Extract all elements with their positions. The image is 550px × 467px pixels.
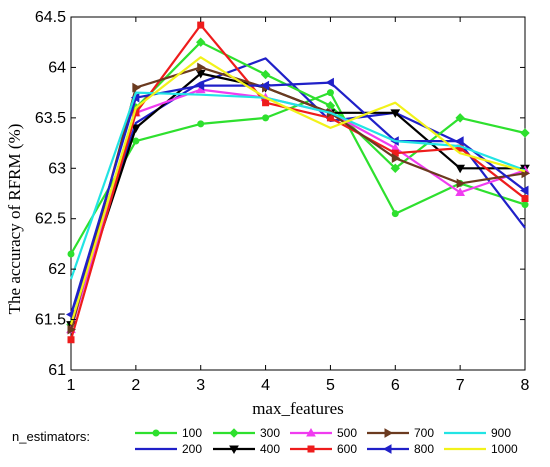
- legend-label: 400: [260, 442, 280, 456]
- y-tick-label: 62: [48, 261, 66, 278]
- data-point: [519, 185, 529, 196]
- x-tick-label: 2: [131, 377, 140, 394]
- legend-entry: 700: [367, 426, 434, 440]
- y-tick-label: 63.5: [35, 110, 66, 127]
- x-tick-label: 8: [521, 377, 530, 394]
- x-tick-label: 6: [391, 377, 400, 394]
- legend-marker: [382, 444, 392, 454]
- data-point: [391, 153, 401, 164]
- data-point: [455, 187, 466, 196]
- y-tick-label: 61: [48, 362, 66, 379]
- y-axis: 61 61.5 62 62.5 63 63.5 64 64.5: [35, 9, 525, 379]
- x-tick-label: 7: [456, 377, 465, 394]
- legend-entry: 800: [367, 442, 434, 456]
- data-point: [260, 80, 270, 91]
- y-axis-title: The accuracy of RFRM (%): [5, 124, 24, 315]
- data-point: [520, 128, 530, 138]
- legend-entry: 400: [213, 442, 280, 456]
- legend: n_estimators: 100 200 300 400 500 600 700 800 90…: [12, 426, 518, 456]
- legend-label: 700: [414, 426, 434, 440]
- data-point: [521, 195, 529, 203]
- data-point: [456, 178, 466, 189]
- data-point: [390, 163, 400, 173]
- legend-entry: 200: [135, 442, 202, 456]
- legend-marker: [307, 445, 315, 453]
- series-line: [69, 66, 526, 330]
- y-tick-label: 62.5: [35, 211, 66, 228]
- series-1000: [69, 56, 526, 325]
- data-point: [132, 82, 141, 93]
- legend-label: 800: [414, 442, 434, 456]
- data-point: [197, 62, 206, 73]
- data-point: [455, 113, 465, 123]
- legend-entry: 500: [290, 426, 357, 440]
- legend-entry: 1000: [444, 442, 518, 456]
- data-point: [195, 69, 206, 79]
- legend-entry: 900: [444, 426, 511, 440]
- data-point: [197, 120, 205, 128]
- legend-entry: 300: [213, 426, 280, 440]
- x-tick-label: 1: [67, 377, 76, 394]
- legend-label: 300: [260, 426, 280, 440]
- data-point: [262, 114, 270, 122]
- data-point: [260, 69, 271, 80]
- data-point: [390, 109, 401, 118]
- data-point: [195, 80, 205, 91]
- legend-marker: [306, 427, 316, 437]
- data-point: [132, 137, 140, 145]
- y-tick-label: 61.5: [35, 312, 66, 329]
- data-point: [197, 21, 205, 29]
- series-700: [67, 62, 531, 335]
- data-point: [391, 210, 399, 218]
- legend-label: 900: [491, 426, 511, 440]
- data-point: [521, 201, 529, 209]
- x-tick-label: 5: [326, 377, 335, 394]
- data-point: [67, 250, 75, 258]
- series-line: [69, 81, 526, 315]
- data-point: [196, 37, 206, 47]
- legend-marker: [152, 429, 160, 437]
- x-axis: 1 2 3 4 5 6 7 8: [67, 17, 530, 394]
- data-point: [326, 89, 334, 97]
- legend-label: 1000: [491, 442, 518, 456]
- legend-entry: 600: [290, 442, 357, 456]
- y-tick-label: 63: [48, 160, 66, 177]
- plot-frame: [70, 16, 526, 371]
- legend-marker: [229, 445, 239, 455]
- legend-label: 600: [337, 442, 357, 456]
- plot-area: [65, 16, 531, 371]
- x-tick-label: 4: [261, 377, 270, 394]
- data-point: [130, 124, 141, 133]
- x-axis-title: max_features: [252, 399, 344, 418]
- legend-entry: 100: [135, 426, 202, 440]
- legend-title: n_estimators:: [12, 429, 90, 444]
- legend-label: 100: [182, 426, 202, 440]
- data-point: [262, 99, 270, 107]
- y-tick-label: 64: [48, 59, 66, 76]
- data-point: [67, 324, 77, 335]
- y-tick-label: 64.5: [35, 9, 66, 26]
- legend-label: 200: [182, 442, 202, 456]
- legend-marker: [229, 428, 239, 438]
- series-line: [69, 56, 526, 325]
- data-point: [455, 136, 464, 146]
- legend-label: 500: [337, 426, 357, 440]
- data-point: [455, 164, 466, 174]
- x-tick-label: 3: [196, 377, 205, 394]
- data-point: [325, 77, 334, 88]
- legend-marker: [384, 428, 394, 438]
- data-point: [67, 336, 75, 344]
